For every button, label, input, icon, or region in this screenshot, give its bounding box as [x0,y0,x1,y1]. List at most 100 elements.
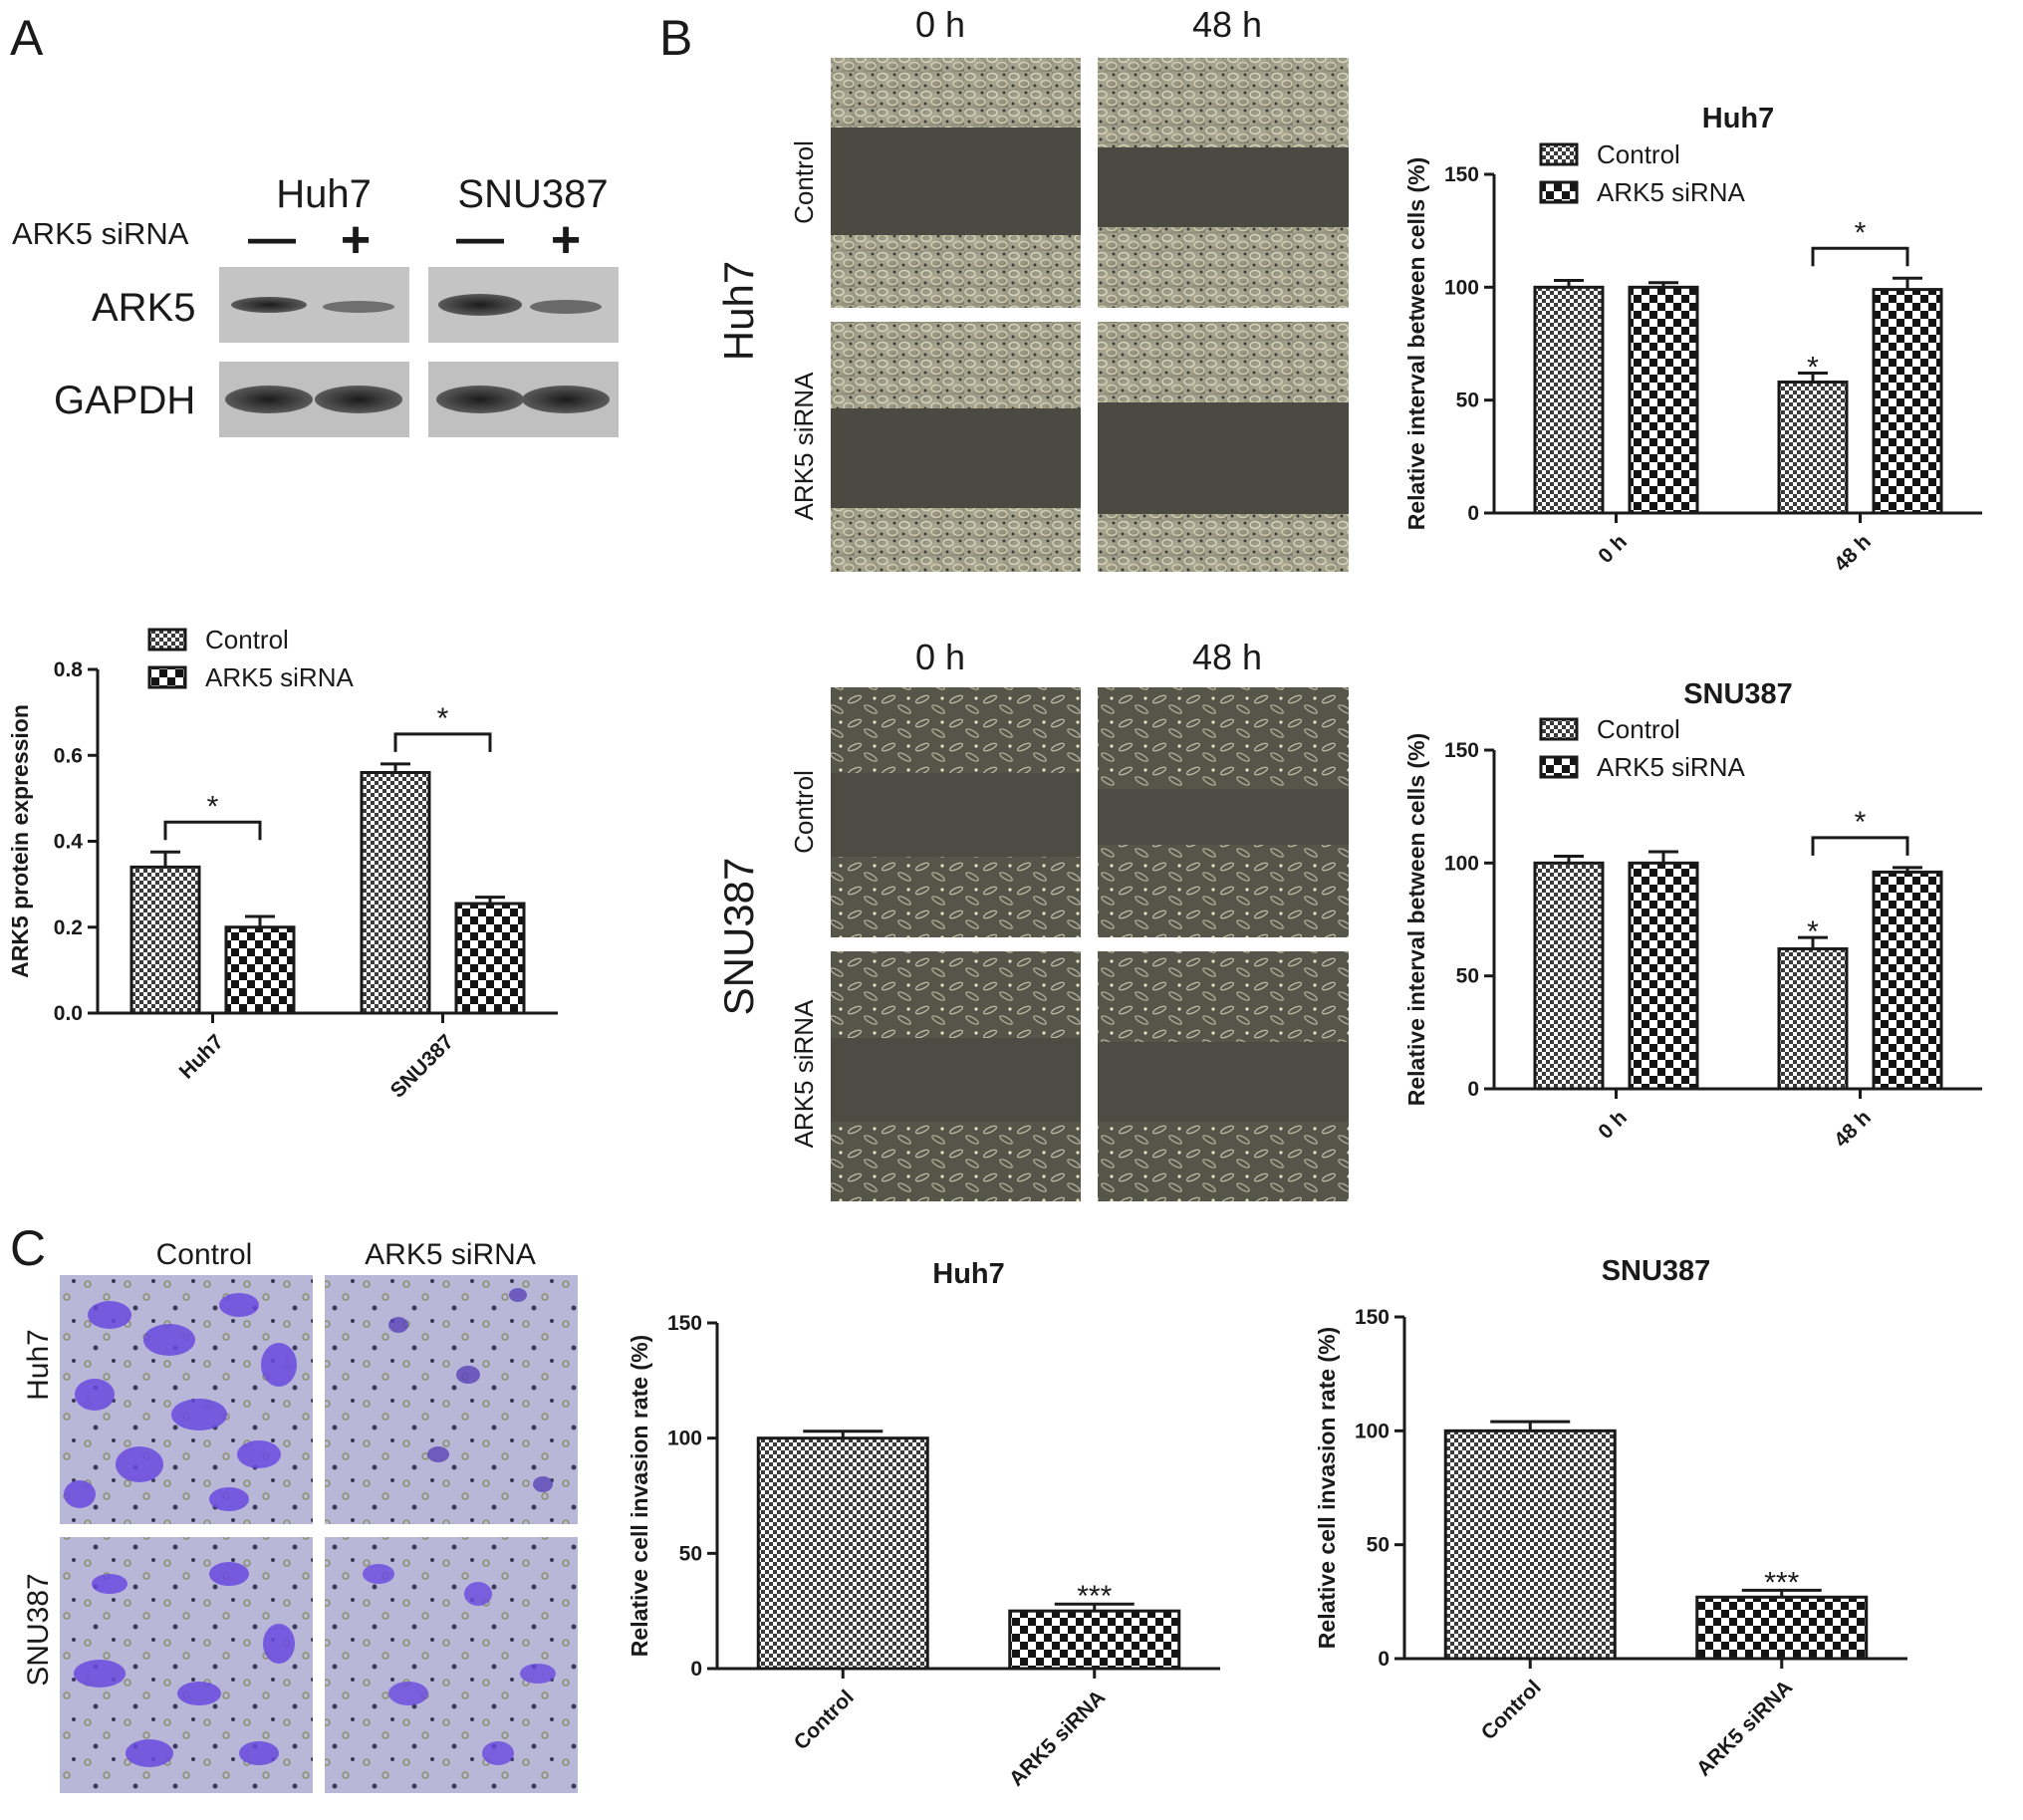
invasion-image-huh7-sirna [325,1275,578,1524]
y-tick-label: 0 [1378,1648,1390,1671]
western-blot: Huh7 SNU387 ARK5 siRNA — + — + ARK5 GAPD… [12,172,619,437]
lane-sign-2: + [341,211,371,269]
legend-label: Control [205,625,289,654]
significance-star: * [1807,351,1819,384]
legend-swatch [1539,755,1579,779]
chart-a-bar: 0.0 0.2 0.4 0.6 0.8 ARK5 protein expression Hu… [7,625,558,1103]
significance-star: * [437,702,449,735]
chart-title: Huh7 [1702,103,1775,134]
invasion-cond-sirna: ARK5 siRNA [365,1238,536,1271]
blot-cellline-huh7: Huh7 [276,172,372,216]
invasion-cellline-huh7: Huh7 [22,1329,55,1401]
legend-swatch [1539,180,1579,204]
significance-star: * [1855,806,1867,839]
y-tick-label: 150 [667,1312,702,1335]
invasion-image-snu387-control [60,1537,313,1793]
bar [1533,285,1605,515]
wound-image-huh7-control-0h [831,58,1081,308]
chart-title: SNU387 [1602,1255,1711,1287]
y-tick-label: 100 [667,1428,702,1450]
wound-image-snu387-control-48h [1098,687,1349,937]
wound-image-snu387-sirna-48h [1098,951,1349,1201]
chart-b-snu387: SNU387 0 50 100 150 Relative interval between… [1403,678,1982,1152]
significance-bracket [163,820,262,841]
bar [360,771,431,1015]
y-tick-label: 100 [1355,1420,1390,1442]
wound-cellline-huh7: Huh7 [715,261,762,361]
band-ark5-2 [323,301,394,313]
charts-layer: 0.0 0.2 0.4 0.6 0.8 ARK5 protein expression Hu… [7,103,1982,1791]
chart-b-huh7: Huh7 0 50 100 150 Relative interval between c… [1403,103,1982,576]
y-tick-label: 50 [1456,965,1479,988]
wound-cond-control-bottom: Control [789,770,819,854]
y-tick-label: 50 [1456,390,1479,412]
wound-cond-sirna-top: ARK5 siRNA [789,372,819,520]
band-gapdh-3 [436,386,524,413]
panel-letter-a: A [10,10,44,66]
y-tick-label: 50 [1367,1534,1390,1557]
wound-image-huh7-control-48h [1098,58,1349,308]
band-ark5-1 [231,297,307,313]
significance-bracket [1811,246,1909,267]
wound-time-0h-top: 0 h [915,4,965,45]
lane-sign-4: + [551,211,581,269]
wound-cond-sirna-bottom: ARK5 siRNA [789,999,819,1148]
bar [129,865,201,1015]
significance-bracket [1811,836,1909,856]
x-tick-label: Control [1477,1676,1546,1744]
legend-label: Control [1597,714,1680,744]
blot-treatment-label: ARK5 siRNA [12,216,189,251]
bar [1008,1609,1181,1671]
lane-sign-1: — [248,212,296,265]
x-tick-label: ARK5 siRNA [1692,1676,1797,1780]
legend-swatch [1539,142,1579,166]
y-tick-label: 150 [1444,163,1479,186]
significance-star: * [1855,216,1867,249]
y-axis-label: Relative cell invasion rate (%) [1314,1327,1340,1649]
panel-letter-b: B [659,10,692,66]
bar [1628,285,1699,515]
y-tick-label: 50 [679,1542,702,1565]
y-axis-label: Relative interval between cells (%) [1403,733,1429,1107]
wound-cellline-snu387: SNU387 [715,858,762,1016]
y-tick-label: 100 [1444,852,1479,875]
invasion-cellline-snu387: SNU387 [22,1573,55,1686]
y-tick-label: 150 [1355,1306,1390,1329]
y-tick-label: 0.2 [54,916,83,939]
lane-sign-3: — [456,212,504,265]
band-ark5-4 [530,300,602,314]
y-tick-label: 0 [690,1658,702,1681]
x-tick-label: 48 h [1830,1106,1876,1152]
y-tick-label: 0.4 [54,831,84,854]
legend-swatch [147,665,187,689]
y-tick-label: 100 [1444,276,1479,299]
legend-label: ARK5 siRNA [205,662,354,692]
x-tick-label: 0 h [1594,1106,1632,1144]
y-tick-label: 0.6 [54,744,83,767]
bar [1695,1595,1869,1661]
wound-image-huh7-sirna-0h [831,322,1081,572]
wound-images: 0 h 48 h 0 h 48 h Huh7 SNU387 Control AR… [715,4,1349,1201]
bar [756,1436,929,1671]
wound-time-48h-bottom: 48 h [1192,637,1262,677]
x-tick-label: Huh7 [175,1030,228,1083]
bar [454,902,526,1015]
y-tick-label: 0.0 [54,1002,83,1025]
band-gapdh-4 [522,386,610,413]
legend-label: ARK5 siRNA [1597,752,1745,782]
legend-label: Control [1597,139,1680,169]
y-tick-label: 150 [1444,739,1479,762]
bar [1872,288,1943,515]
bar [1777,381,1849,515]
y-axis-label: Relative interval between cells (%) [1403,157,1429,531]
invasion-cond-control: Control [156,1238,253,1271]
y-tick-label: 0 [1467,502,1479,525]
band-gapdh-2 [315,386,402,413]
bar [1533,861,1605,1091]
panel-letter-c: C [10,1220,46,1276]
x-tick-label: Control [790,1686,859,1754]
bar [1777,946,1849,1091]
bar [1872,870,1943,1091]
bar [1628,861,1699,1091]
